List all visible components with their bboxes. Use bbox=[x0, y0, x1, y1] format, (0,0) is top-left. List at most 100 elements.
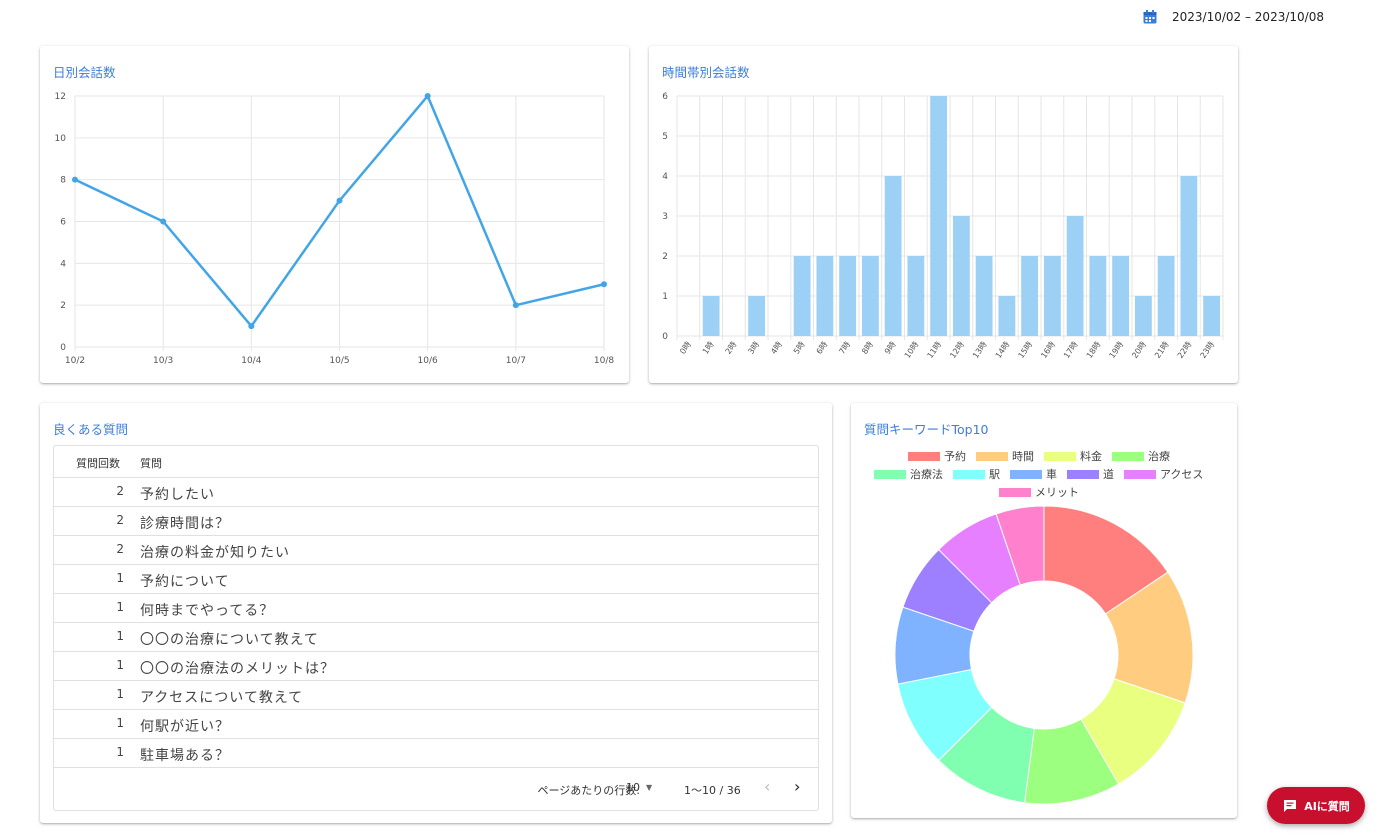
bar[interactable] bbox=[1043, 256, 1061, 336]
bar[interactable] bbox=[1203, 296, 1221, 336]
data-point[interactable] bbox=[512, 302, 519, 309]
bar[interactable] bbox=[702, 296, 720, 336]
row-count: 1 bbox=[116, 629, 124, 643]
table-row[interactable]: 1 何時までやってる？ bbox=[54, 593, 818, 623]
row-count: 2 bbox=[116, 513, 124, 527]
table-row[interactable]: 1 〇〇の治療法のメリットは？ bbox=[54, 651, 818, 681]
ask-ai-button[interactable]: AIに質問 bbox=[1267, 787, 1365, 824]
data-point[interactable] bbox=[601, 281, 607, 288]
table-row[interactable]: 1 アクセスについて教えて bbox=[54, 680, 818, 710]
row-count: 2 bbox=[116, 484, 124, 498]
rows-per-page-label: ページあたりの行数: bbox=[537, 784, 641, 797]
x-tick-label: 10/3 bbox=[153, 356, 173, 366]
row-question: 駐車場ある？ bbox=[140, 748, 230, 764]
legend-label: アクセス bbox=[1160, 468, 1203, 481]
data-point[interactable] bbox=[72, 176, 78, 183]
x-tick-label: 16時 bbox=[1039, 340, 1057, 360]
y-tick-label: 1 bbox=[662, 292, 668, 302]
x-tick-label: 19時 bbox=[1107, 340, 1125, 360]
bar[interactable] bbox=[839, 256, 857, 336]
bar[interactable] bbox=[1180, 176, 1198, 336]
faq-card: 良くある質問 質問回数 質問 2 予約したい 2 診療時間は？ 2 治療の料金が知りたい 1… bbox=[40, 403, 832, 823]
bar[interactable] bbox=[930, 96, 948, 336]
chevron-right-icon[interactable]: › bbox=[794, 777, 801, 796]
x-tick-label: 3時 bbox=[746, 340, 761, 356]
faq-table: 質問回数 質問 2 予約したい 2 診療時間は？ 2 治療の料金が知りたい 1 予約について 1… bbox=[53, 445, 819, 811]
chevron-left-icon[interactable]: ‹ bbox=[764, 777, 771, 796]
legend-label: 車 bbox=[1046, 467, 1057, 481]
row-question: アクセスについて教えて bbox=[140, 690, 304, 706]
x-tick-label: 8時 bbox=[860, 340, 875, 356]
legend-item[interactable]: 治療 bbox=[1111, 449, 1170, 463]
data-point[interactable] bbox=[248, 323, 255, 330]
data-point[interactable] bbox=[336, 197, 343, 204]
date-range-text: 2023/10/02 – 2023/10/08 bbox=[1172, 10, 1324, 24]
x-tick-label: 14時 bbox=[994, 340, 1012, 360]
bar[interactable] bbox=[1089, 256, 1107, 336]
legend-swatch bbox=[976, 452, 1009, 461]
x-tick-label: 15時 bbox=[1016, 340, 1034, 360]
bar[interactable] bbox=[975, 256, 993, 336]
legend-swatch bbox=[953, 470, 986, 479]
bar[interactable] bbox=[1066, 216, 1084, 336]
y-tick-label: 5 bbox=[662, 132, 668, 142]
bar[interactable] bbox=[1157, 256, 1175, 336]
bar[interactable] bbox=[816, 256, 834, 336]
x-tick-label: 17時 bbox=[1062, 340, 1080, 360]
legend-label: 治療 bbox=[1148, 449, 1170, 463]
bar[interactable] bbox=[907, 256, 925, 336]
row-question: 予約について bbox=[140, 574, 230, 590]
y-tick-label: 3 bbox=[662, 212, 668, 222]
legend-item[interactable]: 時間 bbox=[976, 450, 1034, 463]
legend-item[interactable]: メリット bbox=[999, 486, 1079, 499]
pie-slice[interactable] bbox=[995, 505, 1045, 586]
legend-item[interactable]: 予約 bbox=[908, 449, 966, 463]
bar[interactable] bbox=[748, 296, 766, 336]
legend-item[interactable]: アクセス bbox=[1123, 468, 1203, 481]
bar[interactable] bbox=[793, 256, 811, 336]
column-header-count[interactable]: 質問回数 bbox=[76, 457, 120, 470]
x-tick-label: 4時 bbox=[769, 340, 784, 356]
column-header-question[interactable]: 質問 bbox=[140, 457, 162, 470]
table-row[interactable]: 2 予約したい bbox=[54, 477, 818, 507]
x-tick-label: 7時 bbox=[837, 340, 852, 356]
x-tick-label: 10/7 bbox=[506, 356, 526, 366]
bar[interactable] bbox=[884, 176, 902, 336]
table-row[interactable]: 1 駐車場ある？ bbox=[54, 738, 818, 768]
table-row[interactable]: 1 何駅が近い？ bbox=[54, 709, 818, 739]
x-tick-label: 10/2 bbox=[65, 356, 85, 366]
table-row[interactable]: 1 〇〇の治療について教えて bbox=[54, 622, 818, 652]
table-row[interactable]: 2 診療時間は？ bbox=[54, 506, 818, 536]
bar[interactable] bbox=[998, 296, 1016, 336]
row-count: 1 bbox=[116, 571, 124, 585]
bar[interactable] bbox=[861, 256, 879, 336]
rows-per-page-value: 10 bbox=[626, 781, 640, 794]
bar[interactable] bbox=[1112, 256, 1130, 336]
legend-item[interactable]: 治療法 bbox=[874, 467, 943, 481]
bar[interactable] bbox=[952, 216, 970, 336]
legend-label: メリット bbox=[1035, 486, 1079, 499]
date-range-picker[interactable]: 2023/10/02 – 2023/10/08 bbox=[1142, 6, 1324, 28]
legend-swatch bbox=[1111, 452, 1144, 461]
legend-label: 時間 bbox=[1012, 450, 1034, 463]
keyword-chart-title: 質問キーワードTop10 bbox=[864, 422, 989, 437]
table-row[interactable]: 2 治療の料金が知りたい bbox=[54, 535, 818, 565]
bar[interactable] bbox=[1021, 256, 1039, 336]
row-count: 2 bbox=[116, 542, 124, 556]
data-point[interactable] bbox=[160, 218, 167, 225]
bar[interactable] bbox=[1134, 296, 1152, 336]
y-tick-label: 0 bbox=[662, 332, 668, 342]
legend-item[interactable]: 料金 bbox=[1044, 449, 1102, 463]
x-tick-label: 10/4 bbox=[241, 356, 261, 366]
row-count: 1 bbox=[116, 687, 124, 701]
y-tick-label: 6 bbox=[60, 218, 66, 228]
legend-swatch bbox=[1010, 470, 1043, 479]
legend-item[interactable]: 駅 bbox=[953, 468, 1000, 481]
data-point[interactable] bbox=[424, 93, 431, 99]
legend-item[interactable]: 道 bbox=[1067, 467, 1114, 481]
legend-item[interactable]: 車 bbox=[1010, 467, 1057, 481]
row-question: 予約したい bbox=[140, 487, 215, 503]
legend-label: 予約 bbox=[944, 449, 966, 463]
rows-per-page-select[interactable]: 10 ▼ bbox=[626, 781, 652, 794]
table-row[interactable]: 1 予約について bbox=[54, 564, 818, 594]
